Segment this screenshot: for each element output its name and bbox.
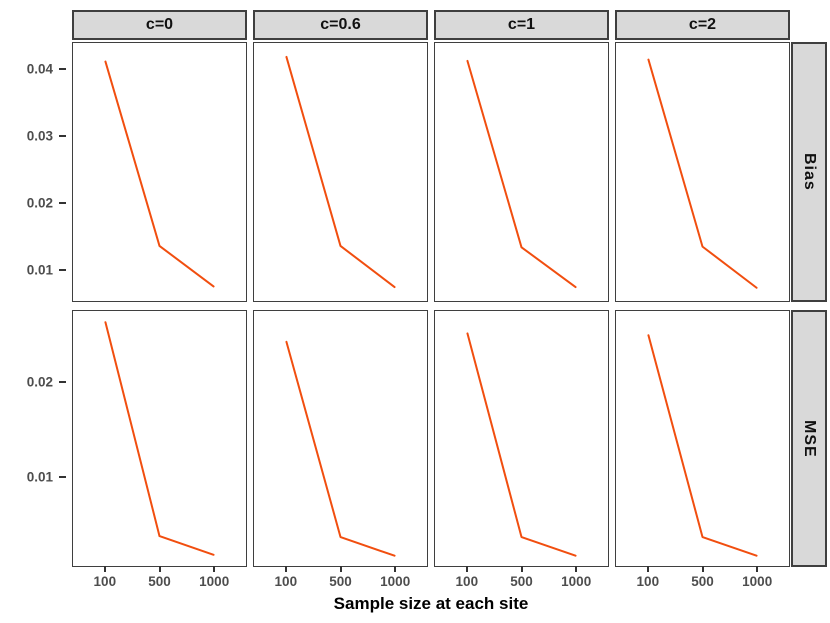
y-axis-tick-label: 0.01 xyxy=(26,469,53,485)
x-axis-tick-label: 500 xyxy=(510,574,533,589)
line-plot xyxy=(254,43,427,301)
y-axis-tick-mark xyxy=(59,68,66,71)
y-axis-tick-mark xyxy=(59,475,66,478)
x-axis-tick-mark xyxy=(701,566,704,572)
x-axis-tick-label: 100 xyxy=(93,574,117,589)
x-axis-tick-label: 1000 xyxy=(199,574,230,589)
line-plot xyxy=(435,43,608,301)
data-line xyxy=(648,60,756,288)
x-axis-tick-label: 1000 xyxy=(561,574,592,589)
x-axis-tick-label: 1000 xyxy=(742,574,773,589)
x-axis-tick-mark xyxy=(393,566,396,572)
data-line xyxy=(286,342,394,556)
line-plot xyxy=(254,311,427,566)
panel-mse-c2 xyxy=(615,310,790,572)
facet-column-label: c=1 xyxy=(507,16,536,33)
x-axis-tick-label: 100 xyxy=(636,574,660,589)
line-plot xyxy=(73,311,246,566)
x-axis-title: Sample size at each site xyxy=(333,593,529,613)
panel-bias-c0 xyxy=(72,42,247,302)
x-axis-tick-mark xyxy=(647,566,650,572)
data-line xyxy=(648,335,756,555)
y-axis-tick-label: 0.03 xyxy=(26,128,53,144)
x-axis-tick-mark xyxy=(158,566,161,572)
line-plot xyxy=(435,311,608,566)
panel-bias-c1 xyxy=(434,42,609,302)
x-axis-tick-mark xyxy=(574,566,577,572)
facet-column-strip-c2: c=2 xyxy=(615,10,790,40)
x-axis-tick-mark xyxy=(755,566,758,572)
y-axis-tick-mark xyxy=(59,135,66,138)
y-axis-bias: 0.01 0.02 0.03 0.04 xyxy=(0,42,66,302)
x-axis-labels-c0: 100 500 1000 xyxy=(72,572,247,590)
x-axis-tick-label: 500 xyxy=(148,574,171,589)
y-axis-tick-label: 0.01 xyxy=(26,262,53,278)
facet-column-label: c=0.6 xyxy=(320,16,361,33)
y-axis-tick-mark xyxy=(59,268,66,271)
x-axis-tick-label: 1000 xyxy=(380,574,411,589)
y-axis-tick-mark xyxy=(59,381,66,384)
y-axis-tick-label: 0.04 xyxy=(26,61,53,77)
data-line xyxy=(467,333,575,555)
x-axis-tick-mark xyxy=(104,566,107,572)
data-line xyxy=(286,57,394,287)
panel-bias-c06 xyxy=(253,42,428,302)
data-line xyxy=(105,322,213,555)
panel-mse-c0 xyxy=(72,310,247,572)
x-axis-tick-label: 500 xyxy=(691,574,714,589)
y-axis-mse: 0.01 0.02 xyxy=(0,310,66,567)
y-axis-tick-label: 0.02 xyxy=(26,195,53,211)
x-axis-tick-mark xyxy=(339,566,342,572)
data-line xyxy=(467,61,575,287)
x-axis-tick-label: 100 xyxy=(274,574,298,589)
data-line xyxy=(105,62,213,287)
line-plot xyxy=(73,43,246,301)
facet-row-label: Bias xyxy=(801,153,818,191)
x-axis-tick-label: 500 xyxy=(329,574,352,589)
facet-column-label: c=0 xyxy=(145,16,174,33)
line-plot xyxy=(616,43,789,301)
panel-mse-c1 xyxy=(434,310,609,572)
facet-column-strip-c06: c=0.6 xyxy=(253,10,428,40)
x-axis-tick-mark xyxy=(285,566,288,572)
x-axis-tick-label: 100 xyxy=(455,574,479,589)
x-axis-tick-mark xyxy=(466,566,469,572)
x-axis-tick-mark xyxy=(212,566,215,572)
x-axis-labels-c06: 100 500 1000 xyxy=(253,572,428,590)
x-axis-tick-mark xyxy=(520,566,523,572)
panel-bias-c2 xyxy=(615,42,790,302)
y-axis-tick-label: 0.02 xyxy=(26,374,53,390)
x-axis-labels-c2: 100 500 1000 xyxy=(615,572,790,590)
facet-row-strip-mse: MSE xyxy=(791,310,827,567)
panel-mse-c06 xyxy=(253,310,428,572)
facet-column-strip-c0: c=0 xyxy=(72,10,247,40)
facet-column-label: c=2 xyxy=(688,16,717,33)
y-axis-tick-mark xyxy=(59,202,66,205)
facet-column-strip-c1: c=1 xyxy=(434,10,609,40)
facet-row-label: MSE xyxy=(801,419,818,458)
x-axis-labels-c1: 100 500 1000 xyxy=(434,572,609,590)
facet-row-strip-bias: Bias xyxy=(791,42,827,302)
line-plot xyxy=(616,311,789,566)
